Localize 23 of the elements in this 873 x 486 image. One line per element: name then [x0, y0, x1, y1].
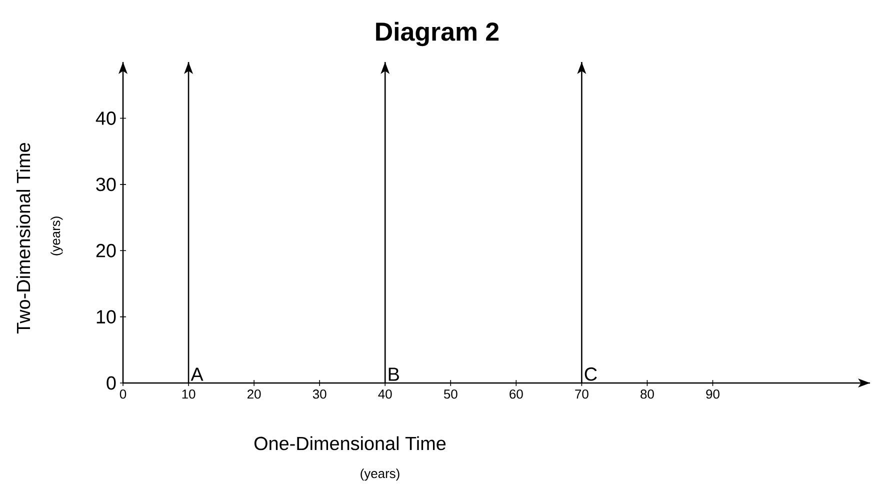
x-tick-label: 60 [510, 390, 523, 399]
y-tick-label: 0 [106, 376, 116, 390]
text: (years) [50, 216, 63, 256]
x-tick-label: 20 [248, 390, 261, 399]
y-tick-label: 40 [96, 112, 116, 125]
x-tick-label: 0 [120, 390, 126, 399]
y-tick-label: 30 [96, 178, 116, 192]
y-tick-label: 20 [96, 244, 116, 258]
x-tick-label: 40 [378, 390, 392, 399]
ref-line-label: A [190, 368, 204, 381]
x-tick-label: 90 [706, 390, 720, 399]
y-tick-label: 10 [96, 310, 116, 324]
y-axis-title: Two-Dimensional Time [16, 142, 30, 334]
ref-line-label: C [584, 367, 597, 381]
text: (years) [360, 468, 400, 481]
x-tick-label: 50 [444, 390, 458, 399]
ref-line-label: B [388, 368, 399, 381]
x-axis-title: One-Dimensional Time [254, 436, 446, 450]
x-tick-label: 30 [312, 390, 326, 399]
x-tick-label: 70 [575, 390, 588, 399]
x-tick-label: 80 [640, 390, 654, 399]
x-tick-label: 10 [182, 390, 196, 399]
chart-title: Diagram 2 [376, 22, 499, 46]
